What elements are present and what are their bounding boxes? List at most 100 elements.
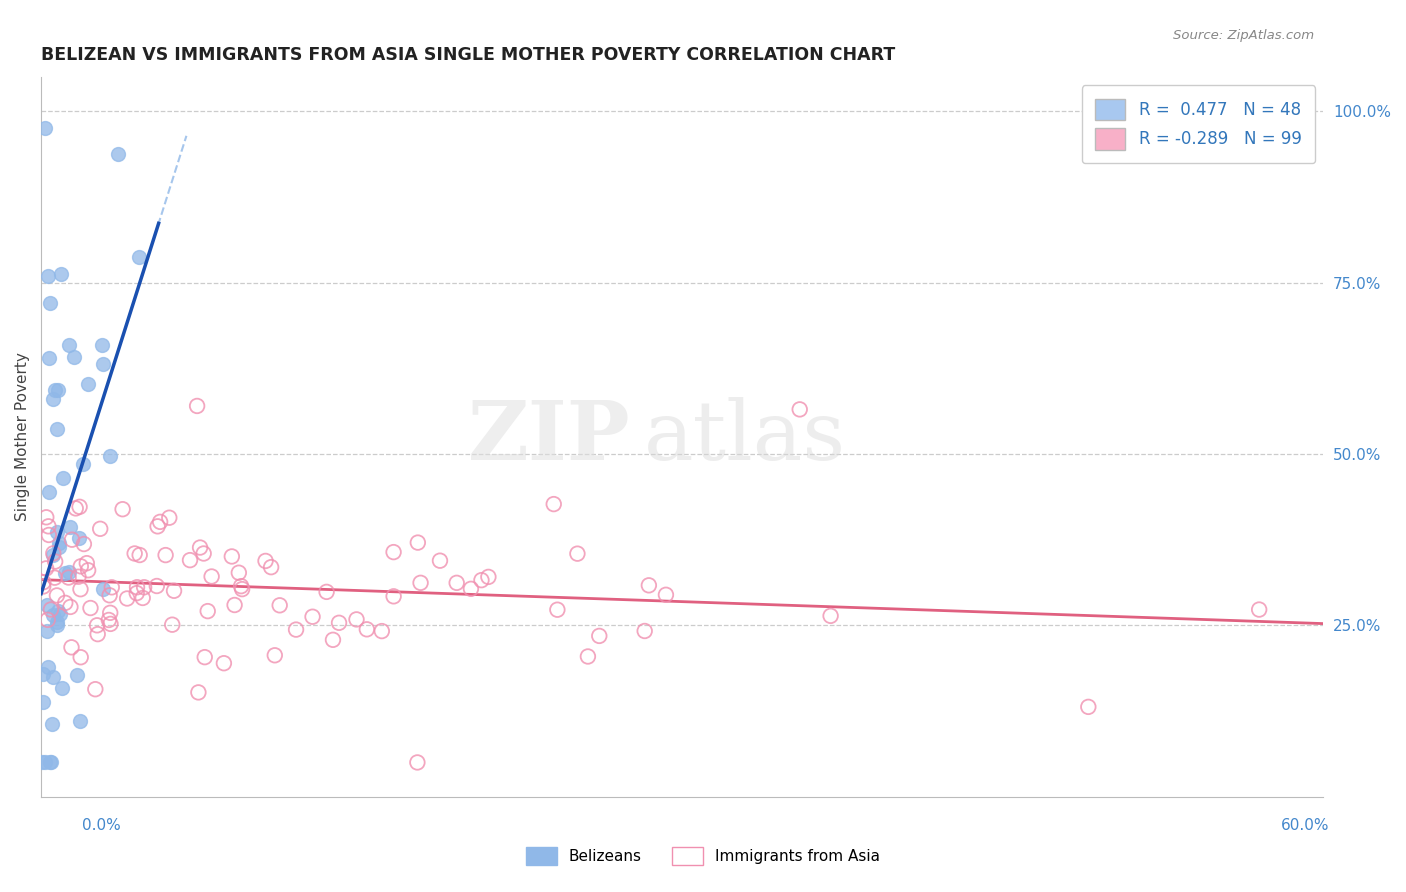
Point	[53, 566, 76, 580]
Point	[38, 351, 60, 366]
Point	[371, 624, 394, 639]
Point	[35, 510, 58, 524]
Point	[228, 566, 250, 580]
Point	[51, 681, 73, 695]
Point	[263, 648, 285, 663]
Point	[42, 670, 65, 684]
Point	[1077, 699, 1099, 714]
Point	[91, 357, 114, 371]
Point	[98, 449, 121, 463]
Point	[69, 500, 91, 514]
Point	[269, 599, 291, 613]
Point	[38, 485, 60, 500]
Point	[115, 591, 138, 606]
Point	[86, 627, 108, 641]
Point	[37, 624, 59, 638]
Point	[546, 603, 568, 617]
Point	[69, 559, 91, 574]
Point	[477, 570, 499, 584]
Point	[260, 560, 283, 574]
Point	[67, 570, 90, 584]
Point	[69, 650, 91, 665]
Point	[34, 121, 56, 136]
Point	[637, 578, 659, 592]
Point	[41, 716, 63, 731]
Point	[42, 607, 65, 622]
Point	[409, 575, 432, 590]
Point	[146, 579, 169, 593]
Point	[100, 580, 122, 594]
Point	[32, 579, 55, 593]
Point	[37, 519, 59, 533]
Point	[53, 596, 76, 610]
Point	[229, 579, 252, 593]
Point	[1249, 602, 1271, 616]
Point	[48, 541, 70, 555]
Point	[382, 590, 405, 604]
Point	[197, 604, 219, 618]
Point	[254, 554, 277, 568]
Point	[97, 613, 120, 627]
Point	[38, 528, 60, 542]
Point	[38, 296, 60, 310]
Legend: R =  0.477   N = 48, R = -0.289   N = 99: R = 0.477 N = 48, R = -0.289 N = 99	[1083, 86, 1315, 163]
Point	[201, 569, 224, 583]
Point	[32, 695, 55, 709]
Text: ZIP: ZIP	[468, 397, 631, 477]
Point	[193, 547, 215, 561]
Point	[66, 668, 89, 682]
Point	[231, 582, 253, 596]
Point	[72, 457, 94, 471]
Point	[35, 598, 58, 612]
Point	[470, 573, 492, 587]
Point	[44, 571, 66, 585]
Point	[212, 657, 235, 671]
Point	[60, 533, 83, 547]
Y-axis label: Single Mother Poverty: Single Mother Poverty	[15, 352, 30, 521]
Point	[42, 546, 65, 560]
Point	[588, 629, 610, 643]
Point	[39, 602, 62, 616]
Point	[160, 617, 183, 632]
Point	[322, 632, 344, 647]
Point	[34, 756, 56, 770]
Point	[65, 501, 87, 516]
Point	[44, 555, 66, 569]
Point	[67, 531, 90, 545]
Point	[48, 383, 70, 397]
Point	[46, 604, 69, 618]
Point	[134, 580, 156, 594]
Point	[125, 580, 148, 594]
Text: Source: ZipAtlas.com: Source: ZipAtlas.com	[1174, 29, 1315, 42]
Point	[406, 756, 429, 770]
Point	[58, 337, 80, 351]
Point	[42, 392, 65, 407]
Point	[188, 541, 211, 555]
Point	[49, 267, 72, 281]
Point	[128, 548, 150, 562]
Text: 0.0%: 0.0%	[82, 818, 121, 832]
Point	[45, 589, 67, 603]
Point	[187, 685, 209, 699]
Point	[31, 756, 53, 770]
Point	[221, 549, 243, 564]
Point	[89, 522, 111, 536]
Point	[69, 582, 91, 597]
Point	[77, 563, 100, 577]
Text: BELIZEAN VS IMMIGRANTS FROM ASIA SINGLE MOTHER POVERTY CORRELATION CHART: BELIZEAN VS IMMIGRANTS FROM ASIA SINGLE …	[41, 46, 896, 64]
Point	[37, 660, 59, 674]
Point	[543, 497, 565, 511]
Point	[59, 599, 82, 614]
Point	[42, 549, 65, 563]
Point	[446, 575, 468, 590]
Point	[39, 756, 62, 770]
Text: 60.0%: 60.0%	[1281, 818, 1329, 832]
Point	[125, 586, 148, 600]
Point	[37, 268, 59, 283]
Point	[59, 520, 82, 534]
Point	[155, 548, 177, 562]
Point	[111, 502, 134, 516]
Point	[76, 376, 98, 391]
Point	[655, 588, 678, 602]
Point	[48, 536, 70, 550]
